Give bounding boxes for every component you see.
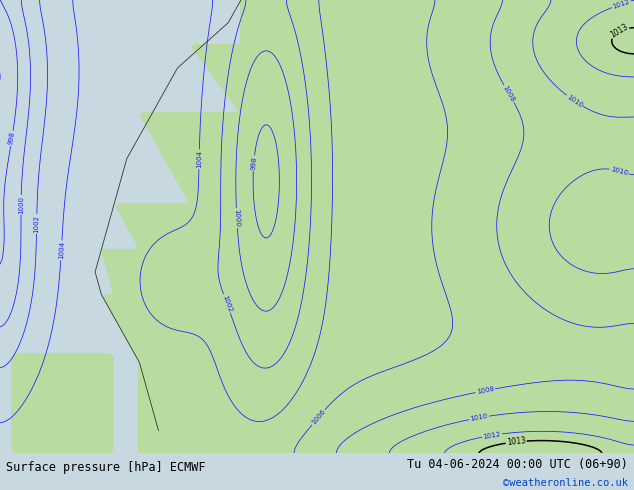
Text: 1002: 1002 — [221, 294, 233, 313]
Text: Tu 04-06-2024 00:00 UTC (06+90): Tu 04-06-2024 00:00 UTC (06+90) — [407, 458, 628, 471]
Text: 1012: 1012 — [482, 431, 501, 440]
Text: 1000: 1000 — [18, 196, 24, 214]
Text: 1004: 1004 — [196, 150, 202, 168]
Text: 1010: 1010 — [610, 166, 629, 176]
Text: 1010: 1010 — [470, 413, 489, 422]
Text: 1013: 1013 — [506, 437, 526, 447]
Text: ©weatheronline.co.uk: ©weatheronline.co.uk — [503, 478, 628, 489]
Text: 1013: 1013 — [609, 23, 630, 40]
Text: 1002: 1002 — [34, 215, 40, 233]
Text: 1008: 1008 — [476, 386, 495, 395]
Text: 1006: 1006 — [310, 409, 327, 426]
Text: 1008: 1008 — [501, 84, 516, 103]
Text: Surface pressure [hPa] ECMWF: Surface pressure [hPa] ECMWF — [6, 462, 206, 474]
Text: 1000: 1000 — [233, 209, 240, 227]
Text: 998: 998 — [8, 131, 16, 146]
Text: 1004: 1004 — [58, 241, 65, 259]
Text: 998: 998 — [250, 156, 257, 170]
Text: 1010: 1010 — [566, 94, 584, 109]
Text: 1012: 1012 — [612, 0, 631, 10]
